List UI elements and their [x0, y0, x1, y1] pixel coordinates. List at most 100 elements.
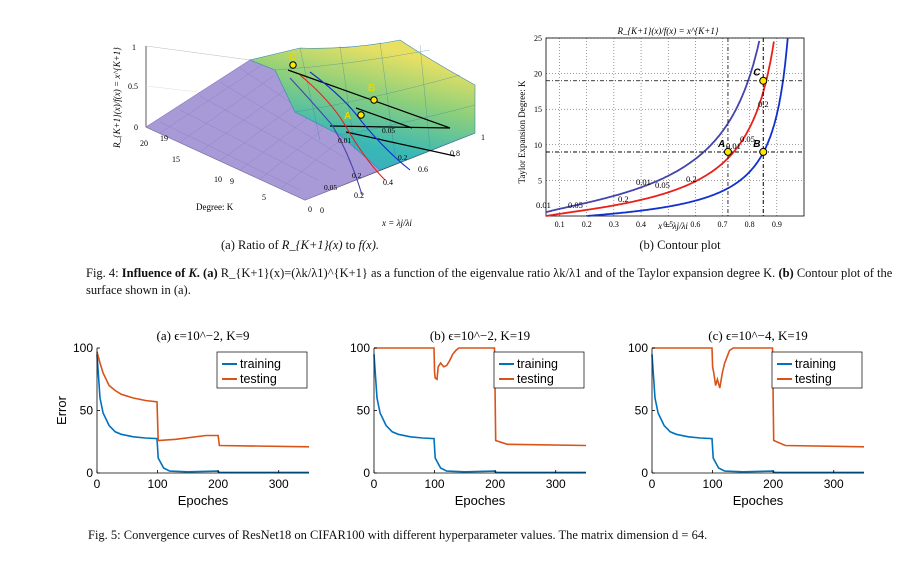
contour-label: 0.05 — [382, 126, 395, 135]
annotation-label-A: A — [717, 139, 725, 150]
legend-label-testing: testing — [795, 372, 832, 386]
x-tick: 1 — [481, 133, 485, 142]
y-tick: 19 — [160, 134, 168, 143]
x-tick-label: 100 — [148, 477, 168, 491]
y-tick: 5 — [262, 193, 266, 202]
contour-line-0.2 — [587, 38, 789, 217]
contour-title: R_{K+1}(x)/f(x) = x^{K+1} — [617, 26, 719, 36]
contour-label: 0.2 — [352, 171, 362, 180]
y-tick-label: 100 — [73, 341, 93, 355]
x-axis-label: x = λj/λi — [381, 218, 412, 228]
contour-x-tick: 0.1 — [555, 220, 565, 229]
contour-y-tick: 15 — [534, 105, 542, 114]
y-tick: 20 — [140, 139, 148, 148]
contour-level-label: 0.05 — [655, 180, 670, 190]
convergence-panel-2: (b) ϵ=10^−2, K=19 0 100 200 300 0 50 100 Epoches… — [350, 328, 587, 508]
contour-line-0.01 — [545, 40, 761, 214]
convergence-panel-1: (a) ϵ=10^−2, K=9 0 100 200 300 0 50 100 Epoches E… — [54, 328, 310, 508]
legend-label-testing: testing — [517, 372, 554, 386]
contour-label: 0.2 — [398, 153, 408, 162]
y-tick-label: 0 — [86, 466, 93, 480]
contour-level-label: 0.01 — [726, 141, 741, 151]
x-tick: 0.6 — [418, 165, 428, 174]
contour-level-label: 0.05 — [568, 200, 583, 210]
fig5-caption: Fig. 5: Convergence curves of ResNet18 o… — [88, 528, 708, 542]
x-tick-label: 0 — [649, 477, 656, 491]
x-tick-label: 300 — [269, 477, 289, 491]
x-axis-label: Epoches — [178, 493, 229, 508]
fig4b-caption: (b) Contour plot — [639, 238, 721, 252]
x-tick: 0.8 — [450, 149, 460, 158]
x-tick-label: 0 — [94, 477, 101, 491]
contour-y-tick: 25 — [534, 34, 542, 43]
contour-frame — [545, 37, 805, 217]
x-tick: 0 — [320, 206, 324, 215]
contour-y-tick: 20 — [534, 70, 542, 79]
point-a-label: A — [344, 111, 351, 122]
contour-level-label: 0.2 — [686, 174, 697, 184]
fig4a-surface-plot: 0.05 0.2 0.01 0.05 0.2 A B C 1 0.5 0 R_{… — [112, 39, 485, 228]
y-tick-label: 100 — [350, 341, 370, 355]
x-tick-label: 200 — [208, 477, 228, 491]
surface-rising-region — [249, 39, 476, 171]
y-axis-label: Degree: K — [196, 202, 234, 212]
y-tick-label: 0 — [641, 466, 648, 480]
fig5-convergence-plots: (a) ϵ=10^−2, K=9 0 100 200 300 0 50 100 Epoches E… — [54, 328, 865, 508]
x-axis-label: Epoches — [455, 493, 506, 508]
y-tick-label: 50 — [357, 404, 371, 418]
legend-box — [493, 351, 585, 389]
y-tick-label: 50 — [635, 404, 649, 418]
legend-box — [771, 351, 863, 389]
legend-label-testing: testing — [240, 372, 277, 386]
legend-label-training: training — [795, 357, 836, 371]
x-tick-label: 300 — [546, 477, 566, 491]
contour-level-label: 0.05 — [740, 134, 755, 144]
contour-y-label: Taylor Expansion Degree: K — [517, 80, 527, 184]
x-tick-label: 0 — [371, 477, 378, 491]
series-line-training — [96, 354, 309, 474]
fig4a-caption: (a) Ratio of R_{K+1}(x) to f(x). — [221, 238, 379, 252]
x-tick-label: 100 — [425, 477, 445, 491]
y-axis-label: Error — [54, 395, 69, 425]
point-b-marker — [370, 96, 378, 104]
x-tick-label: 300 — [824, 477, 844, 491]
contour-x-tick: 0.5 — [663, 220, 673, 229]
contour-x-tick: 0.3 — [609, 220, 619, 229]
contour-x-tick: 0.8 — [745, 220, 755, 229]
series-line-testing — [96, 351, 310, 448]
point-c-label: C — [289, 52, 296, 63]
series-line-training — [373, 354, 586, 474]
fig4b-contour-plot: R_{K+1}(x)/f(x) = x^{K+1} Taylor Expansi… — [517, 26, 805, 231]
y-tick: 9 — [230, 177, 234, 186]
contour-y-tick: 5 — [538, 176, 542, 185]
contour-x-tick: 0.9 — [772, 220, 782, 229]
y-tick-label: 100 — [628, 341, 648, 355]
x-tick: 0.4 — [383, 178, 393, 187]
contour-level-label: 0.2 — [618, 194, 629, 204]
panel-title: (a) ϵ=10^−2, K=9 — [157, 328, 250, 343]
panel-title: (c) ϵ=10^−4, K=19 — [708, 328, 807, 343]
annotation-label-C: C — [753, 68, 761, 79]
x-tick-label: 200 — [485, 477, 505, 491]
contour-level-label: 0.01 — [536, 200, 551, 210]
point-a-marker — [357, 111, 365, 119]
x-tick-label: 200 — [763, 477, 783, 491]
legend-label-training: training — [517, 357, 558, 371]
x-tick: 0.2 — [354, 191, 364, 200]
z-tick: 1 — [132, 43, 136, 52]
z-tick: 0 — [134, 123, 138, 132]
contour-label: 0.05 — [324, 183, 337, 192]
series-line-training — [651, 354, 864, 474]
contour-x-tick: 0.6 — [690, 220, 700, 229]
panel-title: (b) ϵ=10^−2, K=19 — [430, 328, 530, 343]
contour-line-0.05 — [545, 41, 775, 217]
series-line-testing — [652, 347, 865, 448]
contour-x-tick: 0.2 — [582, 220, 592, 229]
annotation-point-C — [759, 76, 768, 85]
fig4-caption: Fig. 4: Influence of K. (a) R_{K+1}(x)=(… — [86, 266, 893, 297]
z-axis-label: R_{K+1}(x)/f(x) = x^{K+1} — [112, 47, 122, 149]
contour-x-tick: 0.4 — [636, 220, 646, 229]
x-tick-label: 100 — [703, 477, 723, 491]
contour-level-label: 0.01 — [636, 177, 651, 187]
contour-y-tick: 10 — [534, 141, 542, 150]
